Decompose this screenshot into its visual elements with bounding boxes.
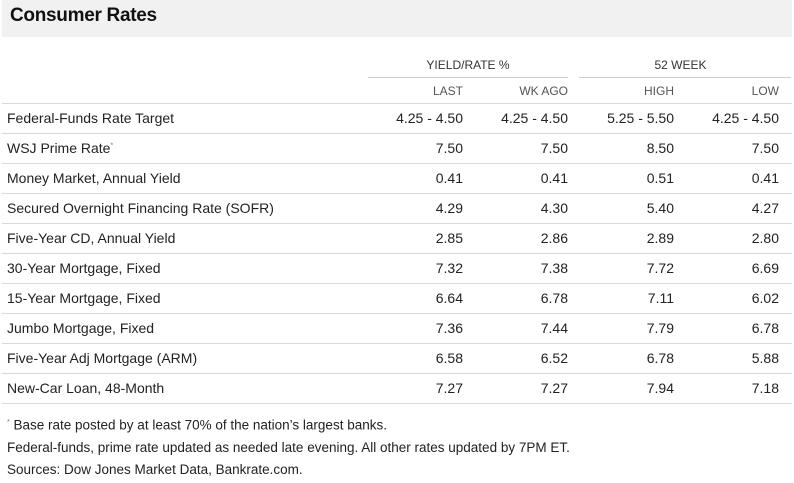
cell-wk-ago: 6.52 — [540, 350, 568, 366]
table-row: Secured Overnight Financing Rate (SOFR) 4… — [2, 193, 792, 223]
group-underline-yield-rate — [368, 77, 568, 78]
table-row: 30-Year Mortgage, Fixed 7.32 7.38 7.72 6.69 — [2, 253, 792, 283]
cell-last: 2.85 — [435, 230, 463, 246]
footnote-text: Base rate posted by at least 70% of the … — [9, 417, 387, 433]
cell-last: 7.50 — [435, 140, 463, 156]
cell-low: 7.18 — [751, 380, 779, 396]
footnote-base-rate: * Base rate posted by at least 70% of th… — [7, 412, 570, 437]
table-row: Jumbo Mortgage, Fixed 7.36 7.44 7.79 6.78 — [2, 313, 792, 343]
cell-last: 6.58 — [435, 350, 463, 366]
cell-high: 7.11 — [647, 290, 674, 306]
sources-note: Sources: Dow Jones Market Data, Bankrate… — [7, 461, 303, 477]
cell-wk-ago: 7.44 — [540, 320, 568, 336]
row-label: 15-Year Mortgage, Fixed — [7, 290, 161, 306]
cell-wk-ago: 7.27 — [540, 380, 568, 396]
cell-high: 7.79 — [646, 320, 674, 336]
title-bar: Consumer Rates — [2, 0, 792, 37]
cell-last: 6.64 — [435, 290, 463, 306]
cell-low: 6.78 — [751, 320, 779, 336]
footnotes: * Base rate posted by at least 70% of th… — [7, 412, 570, 481]
cell-low: 6.69 — [751, 260, 779, 276]
cell-wk-ago: 0.41 — [540, 170, 568, 186]
column-header-high: HIGH — [644, 84, 674, 98]
group-header-52-week: 52 WEEK — [654, 58, 707, 72]
footnote-marker: * — [110, 142, 114, 150]
row-label: Federal-Funds Rate Target — [7, 110, 174, 126]
cell-wk-ago: 2.86 — [540, 230, 568, 246]
row-label: Money Market, Annual Yield — [7, 170, 181, 186]
row-label-text: Secured Overnight Financing Rate (SOFR) — [7, 200, 274, 216]
group-header-yield-rate: YIELD/RATE % — [426, 58, 510, 72]
row-label-text: Five-Year Adj Mortgage (ARM) — [7, 350, 198, 366]
cell-high: 0.51 — [646, 170, 674, 186]
row-label-text: Federal-Funds Rate Target — [7, 110, 175, 126]
table-row: 15-Year Mortgage, Fixed 6.64 6.78 7.11 6.02 — [2, 283, 792, 313]
cell-low: 7.50 — [751, 140, 779, 156]
cell-low: 0.41 — [751, 170, 779, 186]
cell-high: 5.25 - 5.50 — [607, 110, 674, 126]
cell-wk-ago: 7.50 — [540, 140, 568, 156]
column-header-low: LOW — [751, 84, 779, 98]
cell-high: 8.50 — [646, 140, 674, 156]
cell-low: 4.25 - 4.50 — [712, 110, 779, 126]
table-row: Money Market, Annual Yield 0.41 0.41 0.51 0.… — [2, 163, 792, 193]
table-row: New-Car Loan, 48-Month 7.27 7.27 7.94 7.18 — [2, 373, 792, 403]
cell-last: 4.25 - 4.50 — [396, 110, 463, 126]
cell-wk-ago: 6.78 — [540, 290, 568, 306]
cell-last: 7.27 — [435, 380, 463, 396]
footnote-marker: * — [7, 419, 10, 426]
column-header-last: LAST — [432, 84, 463, 98]
page-title: Consumer Rates — [10, 5, 157, 26]
update-note: Federal-funds, prime rate updated as nee… — [7, 439, 570, 455]
row-label-text: Jumbo Mortgage, Fixed — [7, 320, 155, 336]
row-label-text: WSJ Prime Rate — [7, 140, 111, 156]
row-label: WSJ Prime Rate* — [7, 140, 113, 156]
table-row: Federal-Funds Rate Target 4.25 - 4.50 4.25… — [2, 103, 792, 133]
cell-last: 7.32 — [435, 260, 463, 276]
table-row: Five-Year Adj Mortgage (ARM) 6.58 6.52 6.78… — [2, 343, 792, 373]
cell-low: 6.02 — [751, 290, 779, 306]
cell-last: 4.29 — [435, 200, 463, 216]
row-label-text: Five-Year CD, Annual Yield — [7, 230, 176, 246]
cell-high: 7.72 — [646, 260, 674, 276]
row-label: Five-Year CD, Annual Yield — [7, 230, 175, 246]
cell-high: 6.78 — [646, 350, 674, 366]
cell-high: 2.89 — [646, 230, 674, 246]
table-row: Five-Year CD, Annual Yield 2.85 2.86 2.89 2.… — [2, 223, 792, 253]
cell-wk-ago: 4.25 - 4.50 — [501, 110, 568, 126]
row-label: Secured Overnight Financing Rate (SOFR) — [7, 200, 274, 216]
row-label-text: Money Market, Annual Yield — [7, 170, 181, 186]
cell-last: 0.41 — [435, 170, 463, 186]
row-label: Five-Year Adj Mortgage (ARM) — [7, 350, 197, 366]
cell-wk-ago: 7.38 — [540, 260, 568, 276]
row-label: New-Car Loan, 48-Month — [7, 380, 164, 396]
cell-low: 2.80 — [751, 230, 779, 246]
row-label-text: New-Car Loan, 48-Month — [7, 380, 165, 396]
cell-wk-ago: 4.30 — [540, 200, 568, 216]
cell-high: 5.40 — [646, 200, 674, 216]
row-label: 30-Year Mortgage, Fixed — [7, 260, 161, 276]
cell-high: 7.94 — [646, 380, 674, 396]
cell-low: 5.88 — [751, 350, 779, 366]
cell-low: 4.27 — [751, 200, 779, 216]
row-label-text: 15-Year Mortgage, Fixed — [7, 290, 161, 306]
table-row: WSJ Prime Rate* 7.50 7.50 8.50 7.50 — [2, 133, 792, 163]
column-header-wk-ago: WK AGO — [519, 84, 568, 98]
row-label: Jumbo Mortgage, Fixed — [7, 320, 154, 336]
group-underline-52-week — [579, 77, 791, 78]
row-label-text: 30-Year Mortgage, Fixed — [7, 260, 161, 276]
cell-last: 7.36 — [435, 320, 463, 336]
table-bottom-rule — [2, 403, 792, 404]
